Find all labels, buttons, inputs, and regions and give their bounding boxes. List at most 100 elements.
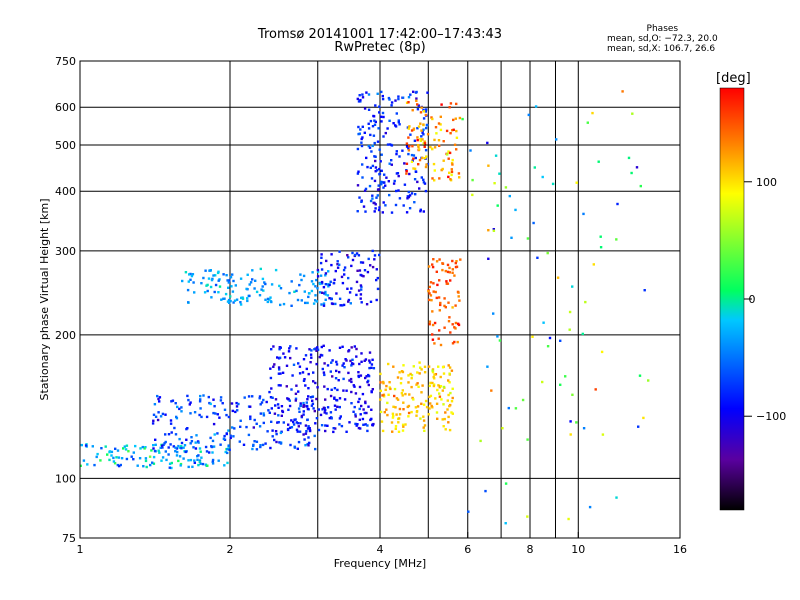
data-point: [204, 463, 208, 466]
data-point: [232, 435, 235, 438]
data-point: [330, 388, 333, 391]
data-point: [425, 405, 429, 409]
data-point: [458, 176, 461, 179]
data-point: [269, 296, 272, 299]
data-point: [438, 258, 441, 261]
data-point: [227, 298, 231, 302]
data-point: [442, 140, 445, 143]
y-tick-label: 300: [55, 245, 76, 258]
data-point: [197, 454, 200, 457]
data-point: [375, 169, 379, 172]
data-point: [350, 346, 353, 349]
data-point: [398, 123, 401, 126]
data-point: [248, 294, 251, 298]
data-point: [333, 404, 337, 407]
data-point: [301, 371, 305, 374]
data-point: [423, 365, 427, 368]
data-point: [428, 323, 431, 326]
data-point: [356, 172, 360, 175]
y-tick-label: 200: [55, 329, 76, 342]
data-point: [162, 443, 165, 446]
data-point: [187, 280, 190, 283]
data-point: [325, 412, 328, 415]
data-point: [405, 211, 409, 214]
data-point: [417, 385, 420, 388]
data-point: [421, 384, 424, 387]
colorbar-tick-label: 0: [749, 293, 756, 306]
data-point: [307, 436, 310, 439]
data-point: [318, 291, 322, 294]
data-point: [219, 399, 223, 402]
data-point: [378, 105, 381, 108]
data-point: [255, 290, 259, 294]
data-point: [338, 417, 342, 420]
data-point: [627, 156, 631, 160]
data-point: [219, 443, 222, 446]
data-point: [373, 141, 376, 145]
data-point: [415, 414, 418, 417]
data-point: [152, 444, 155, 447]
data-point: [379, 389, 382, 392]
data-point: [380, 180, 383, 184]
data-point: [423, 145, 426, 148]
data-point: [451, 163, 454, 166]
data-point: [431, 369, 434, 372]
data-point: [326, 364, 330, 367]
data-point: [374, 170, 377, 173]
data-point: [437, 384, 440, 387]
data-points: [79, 90, 650, 525]
data-point: [417, 163, 420, 166]
data-point: [293, 290, 296, 293]
data-point: [269, 367, 272, 370]
data-point: [232, 279, 235, 283]
data-point: [372, 201, 375, 205]
data-point: [269, 376, 273, 380]
data-point: [253, 287, 256, 290]
data-point: [371, 265, 375, 269]
data-point: [204, 445, 208, 449]
data-point: [324, 429, 327, 433]
data-point: [412, 90, 415, 93]
data-point: [356, 97, 359, 101]
data-point: [379, 372, 382, 376]
data-point: [555, 138, 558, 141]
data-point: [285, 364, 289, 367]
data-point: [296, 447, 299, 450]
data-point: [258, 425, 262, 428]
data-point: [447, 364, 450, 367]
data-point: [409, 133, 412, 136]
data-point: [320, 282, 324, 285]
data-point: [394, 124, 397, 127]
data-point: [361, 261, 365, 264]
data-point: [321, 408, 324, 411]
data-point: [297, 407, 301, 410]
data-point: [306, 442, 309, 446]
data-point: [100, 447, 103, 450]
data-point: [422, 142, 425, 145]
data-point: [176, 450, 179, 454]
data-point: [422, 110, 426, 113]
data-point: [178, 455, 182, 458]
data-point: [324, 290, 327, 294]
data-point: [189, 412, 192, 415]
data-point: [410, 377, 413, 380]
data-point: [358, 269, 362, 272]
data-point: [397, 417, 401, 420]
data-point: [384, 131, 387, 135]
data-point: [410, 153, 414, 157]
data-point: [203, 291, 207, 294]
data-point: [338, 250, 341, 253]
data-point: [385, 408, 388, 411]
data-point: [298, 365, 302, 368]
data-point: [451, 342, 455, 345]
data-point: [303, 378, 306, 381]
data-point: [223, 464, 226, 467]
data-point: [359, 413, 362, 416]
data-point: [400, 377, 403, 380]
data-point: [169, 419, 173, 422]
data-point: [364, 358, 368, 361]
data-point: [93, 463, 96, 467]
data-point: [396, 376, 400, 379]
data-point: [458, 299, 461, 302]
data-point: [376, 287, 380, 291]
